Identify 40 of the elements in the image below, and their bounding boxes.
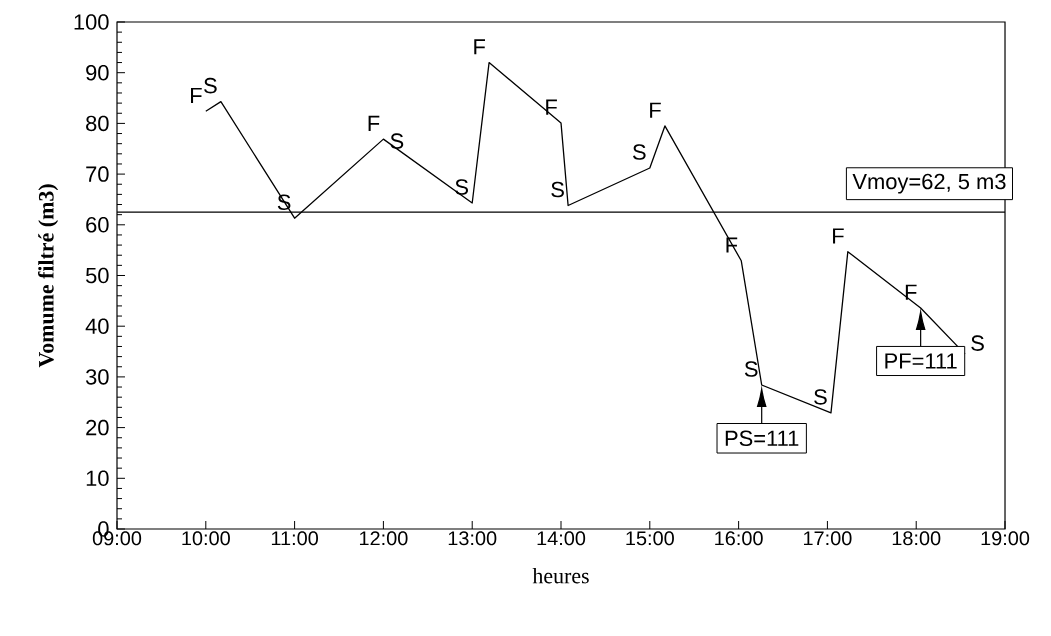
x-tick-label: 11:00 <box>271 531 319 546</box>
annotation: F <box>474 39 485 55</box>
y-tick-label: 40 <box>85 318 109 334</box>
y-tick-label: 30 <box>85 369 109 385</box>
x-tick-label: 14:00 <box>537 531 586 546</box>
annotation: PF=111 <box>885 353 957 369</box>
annotation: F <box>546 99 557 115</box>
y-axis-title: Vomume filtré (m3) <box>38 184 59 368</box>
annotation: F <box>905 284 917 300</box>
annotation: S <box>632 144 646 160</box>
annotation: F <box>833 228 844 244</box>
annotation: S <box>204 77 217 94</box>
annotation: F <box>191 87 202 104</box>
y-tick-label: 70 <box>86 166 109 182</box>
annotation: S <box>455 179 468 195</box>
x-tick-label: 18:00 <box>892 531 941 546</box>
y-tick-label: 20 <box>86 419 109 436</box>
x-axis-title: heures <box>532 567 589 584</box>
ref-line-label: Vmoy=62, 5 m3 <box>852 173 1006 194</box>
x-tick-label: 17:00 <box>803 531 852 546</box>
y-tick-label: 50 <box>85 267 109 284</box>
y-tick-label: 90 <box>86 64 109 81</box>
y-tick-label: 100 <box>74 14 109 30</box>
x-tick-label: 16:00 <box>715 531 763 546</box>
x-tick-label: 10:00 <box>182 531 230 546</box>
annotation: S <box>971 335 984 351</box>
annotation: F <box>368 115 380 131</box>
annotation: S <box>390 133 404 149</box>
y-tick-label: 60 <box>86 217 109 233</box>
y-tick-label: 10 <box>86 470 109 487</box>
annotation: F <box>650 102 661 118</box>
annotation: S <box>551 181 564 198</box>
x-tick-label: 15:00 <box>626 531 674 546</box>
x-tick-label: 19:00 <box>981 531 1030 546</box>
annotation: S <box>744 361 758 377</box>
annotation: PS=111 <box>725 430 799 447</box>
annotation: S <box>814 389 827 405</box>
y-tick-label: 80 <box>86 115 109 132</box>
x-tick-label: 13:00 <box>448 531 497 546</box>
x-tick-label: 12:00 <box>359 531 408 546</box>
